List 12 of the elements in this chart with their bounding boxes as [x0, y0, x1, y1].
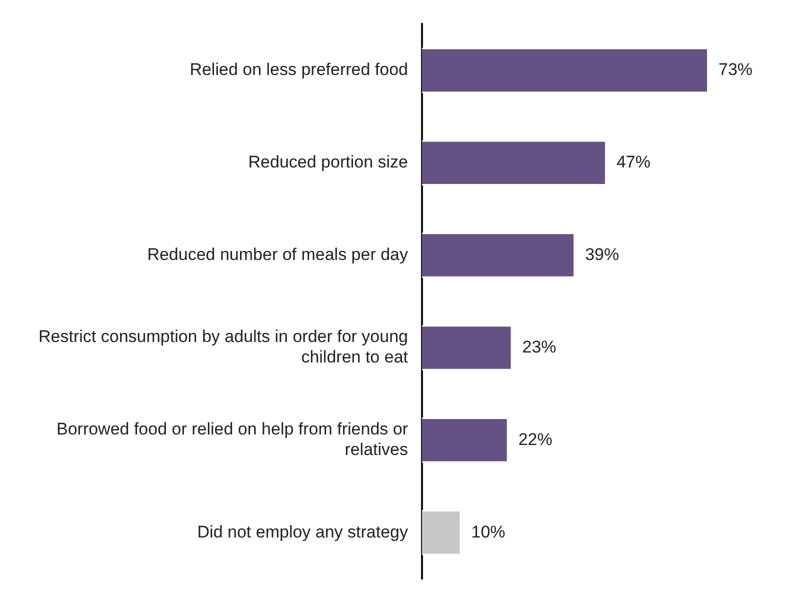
y-tick-label: Relied on less preferred food: [190, 60, 408, 80]
data-label: 73%: [718, 60, 753, 80]
data-label: 23%: [522, 337, 556, 356]
y-tick-label: Reduced portion size: [248, 152, 408, 172]
y-tick-label: Did not employ any strategy: [197, 522, 408, 542]
y-tick-label: Restrict consumption by adults in order for young children to eat: [38, 327, 408, 367]
data-label: 39%: [585, 244, 620, 264]
data-label: 10%: [471, 522, 506, 542]
data-label: 22%: [518, 430, 552, 449]
data-label: 47%: [616, 152, 651, 172]
y-tick-label: Reduced number of meals per day: [147, 244, 408, 264]
y-tick-label: Borrowed food or relied on help from friends or relatives: [56, 420, 408, 460]
